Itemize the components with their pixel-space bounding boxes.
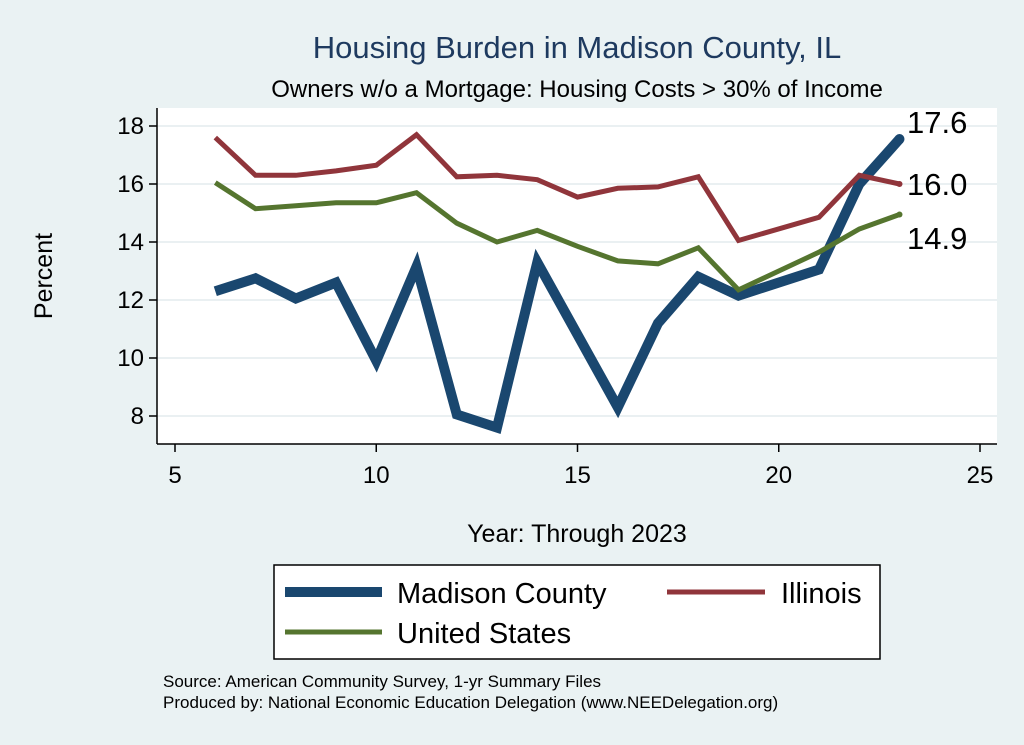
- y-tick-label: 18: [117, 113, 144, 140]
- series-end-point: [896, 211, 903, 218]
- legend: Madison County Illinois United States: [273, 564, 881, 660]
- series-end-point: [894, 134, 905, 145]
- y-tick-label: 12: [117, 287, 144, 314]
- y-tick-label: 8: [131, 403, 144, 430]
- series-line-illinois: [213, 131, 901, 244]
- series-line-united-states: [213, 180, 901, 293]
- y-tick-label: 14: [117, 229, 144, 256]
- y-axis-ticks: 8 10 12 14 16 18: [117, 113, 157, 430]
- x-tick-label: 15: [564, 462, 591, 489]
- plot-area: [157, 108, 997, 444]
- end-labels: 17.6 16.0 14.9: [907, 105, 967, 256]
- series-lines: [213, 131, 905, 435]
- source-note: Source: American Community Survey, 1-yr …: [163, 672, 601, 691]
- x-tick-label: 10: [363, 462, 390, 489]
- x-axis-ticks: 5 10 15 20 25: [168, 444, 993, 489]
- chart-subtitle: Owners w/o a Mortgage: Housing Costs > 3…: [271, 76, 883, 103]
- legend-label-illinois: Illinois: [781, 578, 862, 610]
- y-tick-label: 16: [117, 171, 144, 198]
- x-tick-label: 5: [168, 462, 181, 489]
- x-axis-label: Year: Through 2023: [467, 520, 687, 548]
- legend-label-madison: Madison County: [397, 578, 607, 610]
- series-end-point: [896, 181, 903, 187]
- end-value-label-madison-county: 17.6: [907, 105, 967, 140]
- chart-title: Housing Burden in Madison County, IL: [313, 30, 841, 65]
- series-line-madison-county: [213, 135, 904, 435]
- produced-by-note: Produced by: National Economic Education…: [163, 693, 778, 712]
- y-tick-label: 10: [117, 345, 144, 372]
- end-value-label-illinois: 16.0: [907, 167, 967, 202]
- x-tick-label: 25: [967, 462, 994, 489]
- end-value-label-united-states: 14.9: [907, 221, 967, 256]
- x-tick-label: 20: [765, 462, 792, 489]
- legend-label-us: United States: [397, 618, 571, 650]
- y-axis-label: Percent: [30, 233, 58, 319]
